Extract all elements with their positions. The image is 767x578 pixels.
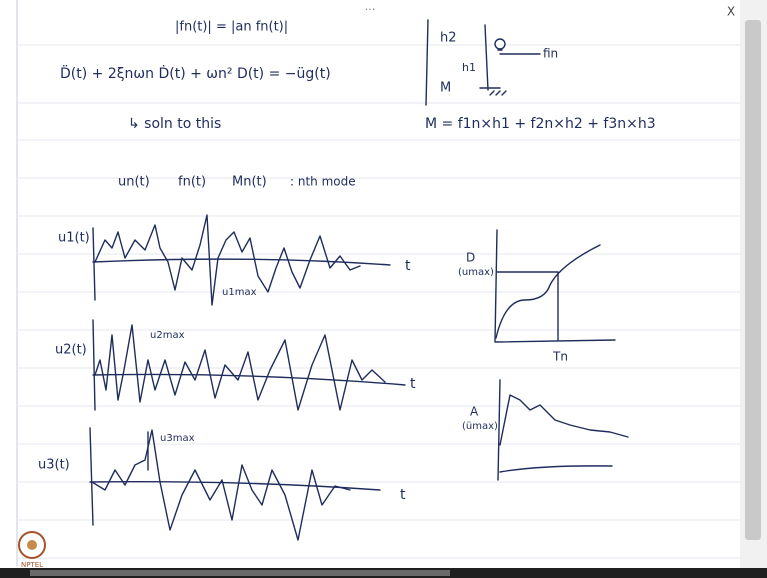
signal-1-axis: t <box>405 258 411 274</box>
page <box>0 0 767 578</box>
menu-dots[interactable]: ··· <box>365 3 376 16</box>
notes-screen: ··· X |fn(t)| = |an fn(t)| D̈(t) + 2ξnωn… <box>0 0 767 578</box>
modal-note: : nth mode <box>290 175 356 189</box>
signal-3-axis: t <box>400 487 406 503</box>
modal-m: Mn(t) <box>232 175 267 190</box>
scrollbar-thumb[interactable] <box>745 20 761 540</box>
logo-text: NPTEL <box>21 561 43 569</box>
signal-3-label: u3(t) <box>38 458 70 473</box>
modal-f: fn(t) <box>178 175 206 190</box>
signal-1-label: u1(t) <box>58 231 90 246</box>
spectrum-d-x: Tn <box>552 350 568 364</box>
signal-1-peak: u1max <box>222 287 257 298</box>
signal-2-peak: u2max <box>150 330 185 341</box>
frame-force: fin <box>543 47 558 61</box>
spectrum-a-label: A <box>470 405 479 419</box>
signal-2-label: u2(t) <box>55 343 87 358</box>
equation: D̈(t) + 2ξnωn Ḋ(t) + ωn² D(t) = −üg(t) <box>60 64 331 82</box>
frame-h1: h1 <box>462 61 476 74</box>
solution-note: ↳ soln to this <box>128 116 221 132</box>
signal-2-axis: t <box>410 376 416 392</box>
close-button[interactable]: X <box>727 5 735 19</box>
spectrum-a-sub: (ümax) <box>462 421 498 432</box>
frame-h2: h2 <box>440 31 457 46</box>
modal-u: un(t) <box>118 175 150 190</box>
moment-equation: M = f1n×h1 + f2n×h2 + f3n×h3 <box>425 116 656 132</box>
h-scrollbar[interactable] <box>30 570 450 576</box>
frame-m: M <box>440 81 451 96</box>
spectrum-d-sub: (umax) <box>458 267 494 278</box>
partial-equation: |fn(t)| = |an fn(t)| <box>175 20 288 35</box>
spectrum-d-label: D <box>466 251 475 265</box>
signal-3-peak: u3max <box>160 433 195 444</box>
